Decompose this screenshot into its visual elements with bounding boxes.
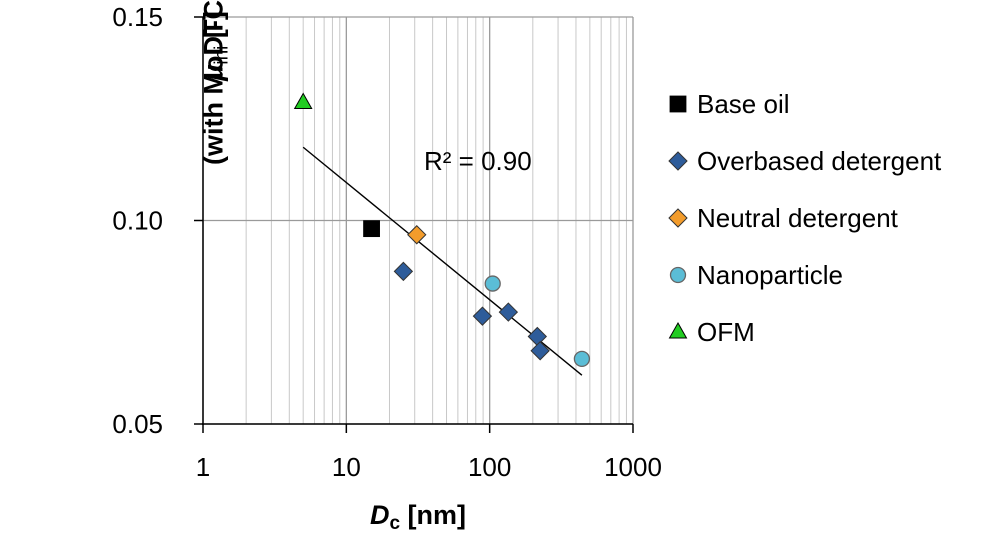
annotations: R² = 0.90	[424, 146, 532, 176]
legend-label-nanoparticle: Nanoparticle	[697, 260, 843, 290]
legend-label-neutral-detergent: Neutral detergent	[697, 203, 899, 233]
r-squared-annotation: R² = 0.90	[424, 146, 532, 176]
data-point-neutral-detergent	[408, 226, 426, 244]
y-tick-label: 0.05	[112, 409, 163, 439]
data-point-nanoparticle	[574, 351, 589, 366]
legend-label-base-oil: Base oil	[697, 89, 790, 119]
legend-label-overbased-detergent: Overbased detergent	[697, 146, 942, 176]
data-point-nanoparticle	[485, 276, 500, 291]
legend-marker-base-oil	[670, 96, 686, 112]
legend-marker-neutral-detergent	[669, 209, 687, 227]
data-point-overbased-detergent	[499, 303, 517, 321]
legend-marker-ofm	[670, 323, 687, 338]
data-point-overbased-detergent	[394, 262, 412, 280]
x-tick-label: 10	[332, 452, 361, 482]
gridlines	[203, 17, 633, 424]
x-tick-label: 1000	[604, 452, 662, 482]
tick-labels: 0.05 0.10 0.15 1 10 100 1000	[112, 2, 662, 482]
legend: Base oil Overbased detergent Neutral deter…	[669, 89, 942, 347]
data-points	[295, 93, 590, 366]
y-tick-label: 0.15	[112, 2, 163, 32]
data-point-base-oil	[364, 221, 380, 237]
legend-label-ofm: OFM	[697, 317, 755, 347]
y-tick-label: 0.10	[112, 206, 163, 236]
legend-marker-overbased-detergent	[669, 152, 687, 170]
axes	[194, 17, 633, 433]
x-tick-label: 1	[196, 452, 210, 482]
x-tick-label: 100	[468, 452, 511, 482]
data-point-overbased-detergent	[531, 342, 549, 360]
data-point-overbased-detergent	[528, 327, 546, 345]
legend-marker-nanoparticle	[671, 268, 686, 283]
y-axis-title-line2: (with MoDTC)	[199, 0, 229, 165]
x-axis-title: Dc [nm]	[370, 500, 466, 534]
data-point-ofm	[295, 93, 312, 108]
